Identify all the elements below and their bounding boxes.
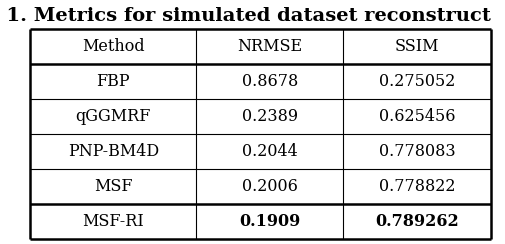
Text: 0.2006: 0.2006 <box>241 178 297 195</box>
Text: MSF: MSF <box>94 178 132 195</box>
Text: PNP-BM4D: PNP-BM4D <box>68 143 159 160</box>
Text: 0.789262: 0.789262 <box>375 213 458 230</box>
Text: Method: Method <box>82 38 144 55</box>
Text: 0.2389: 0.2389 <box>241 108 297 125</box>
Text: 0.2044: 0.2044 <box>241 143 297 160</box>
Text: le 1. Metrics for simulated dataset reconstruct: le 1. Metrics for simulated dataset reco… <box>0 7 490 25</box>
Text: NRMSE: NRMSE <box>237 38 302 55</box>
Text: 0.1909: 0.1909 <box>239 213 300 230</box>
Text: 0.778822: 0.778822 <box>378 178 454 195</box>
Text: qGGMRF: qGGMRF <box>75 108 150 125</box>
Text: FBP: FBP <box>96 73 130 90</box>
Text: MSF-RI: MSF-RI <box>82 213 144 230</box>
Text: 0.275052: 0.275052 <box>378 73 454 90</box>
Text: 0.625456: 0.625456 <box>378 108 454 125</box>
Text: SSIM: SSIM <box>394 38 438 55</box>
Text: 0.8678: 0.8678 <box>241 73 297 90</box>
Text: 0.778083: 0.778083 <box>378 143 454 160</box>
